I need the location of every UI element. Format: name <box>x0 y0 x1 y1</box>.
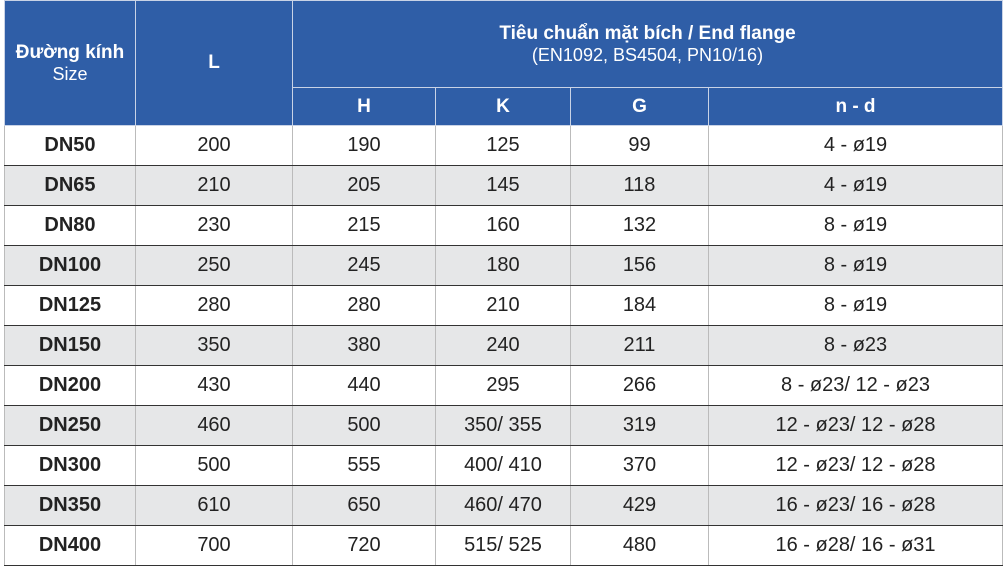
table-row: DN300 500 555 400/ 410 370 12 - ø23/ 12 - ø28 <box>4 445 1003 486</box>
value-cell: 400/ 410 <box>435 445 571 486</box>
value-cell: 319 <box>570 405 709 446</box>
value-cell: 4 - ø19 <box>708 165 1003 206</box>
value-cell: 460/ 470 <box>435 485 571 526</box>
size-header: Đường kính Size <box>4 0 136 126</box>
table-row: DN125 280 280 210 184 8 - ø19 <box>4 285 1003 326</box>
standard-title: Tiêu chuẩn mặt bích / End flange <box>499 22 796 44</box>
value-cell: 500 <box>292 405 436 446</box>
value-cell: 118 <box>570 165 709 206</box>
value-cell: 700 <box>135 525 293 566</box>
size-cell: DN125 <box>4 285 136 326</box>
table-row: DN400 700 720 515/ 525 480 16 - ø28/ 16 - ø31 <box>4 525 1003 566</box>
value-cell: 16 - ø23/ 16 - ø28 <box>708 485 1003 526</box>
column-header: n - d <box>708 87 1003 126</box>
value-cell: 250 <box>135 245 293 286</box>
value-cell: 295 <box>435 365 571 406</box>
value-cell: 370 <box>570 445 709 486</box>
value-cell: 610 <box>135 485 293 526</box>
value-cell: 8 - ø23/ 12 - ø23 <box>708 365 1003 406</box>
value-cell: 350 <box>135 325 293 366</box>
value-cell: 280 <box>135 285 293 326</box>
table-row: DN150 350 380 240 211 8 - ø23 <box>4 325 1003 366</box>
table-row: DN100 250 245 180 156 8 - ø19 <box>4 245 1003 286</box>
value-cell: 429 <box>570 485 709 526</box>
size-cell: DN65 <box>4 165 136 206</box>
value-cell: 460 <box>135 405 293 446</box>
value-cell: 4 - ø19 <box>708 125 1003 166</box>
value-cell: 380 <box>292 325 436 366</box>
value-cell: 500 <box>135 445 293 486</box>
value-cell: 8 - ø19 <box>708 245 1003 286</box>
value-cell: 160 <box>435 205 571 246</box>
value-cell: 266 <box>570 365 709 406</box>
value-cell: 245 <box>292 245 436 286</box>
table-row: DN350 610 650 460/ 470 429 16 - ø23/ 16 - ø28 <box>4 485 1003 526</box>
value-cell: 430 <box>135 365 293 406</box>
value-cell: 190 <box>292 125 436 166</box>
value-cell: 156 <box>570 245 709 286</box>
value-cell: 125 <box>435 125 571 166</box>
value-cell: 650 <box>292 485 436 526</box>
value-cell: 200 <box>135 125 293 166</box>
column-header: K <box>435 87 571 126</box>
value-cell: 180 <box>435 245 571 286</box>
value-cell: 16 - ø28/ 16 - ø31 <box>708 525 1003 566</box>
value-cell: 350/ 355 <box>435 405 571 446</box>
value-cell: 8 - ø19 <box>708 205 1003 246</box>
column-header: H <box>292 87 436 126</box>
value-cell: 211 <box>570 325 709 366</box>
value-cell: 240 <box>435 325 571 366</box>
size-cell: DN300 <box>4 445 136 486</box>
size-cell: DN400 <box>4 525 136 566</box>
value-cell: 12 - ø23/ 12 - ø28 <box>708 405 1003 446</box>
standard-sub: (EN1092, BS4504, PN10/16) <box>531 44 764 65</box>
value-cell: 205 <box>292 165 436 206</box>
value-cell: 230 <box>135 205 293 246</box>
value-cell: 99 <box>570 125 709 166</box>
value-cell: 132 <box>570 205 709 246</box>
value-cell: 515/ 525 <box>435 525 571 566</box>
table-row: DN200 430 440 295 266 8 - ø23/ 12 - ø23 <box>4 365 1003 406</box>
table-row: DN50 200 190 125 99 4 - ø19 <box>4 125 1003 166</box>
value-cell: 145 <box>435 165 571 206</box>
table-row: DN65 210 205 145 118 4 - ø19 <box>4 165 1003 206</box>
value-cell: 210 <box>435 285 571 326</box>
value-cell: 12 - ø23/ 12 - ø28 <box>708 445 1003 486</box>
value-cell: 440 <box>292 365 436 406</box>
size-cell: DN150 <box>4 325 136 366</box>
value-cell: 8 - ø19 <box>708 285 1003 326</box>
size-cell: DN350 <box>4 485 136 526</box>
flange-table: Đường kính Size L Tiêu chuẩn mặt bích / … <box>4 0 1003 566</box>
size-cell: DN100 <box>4 245 136 286</box>
column-header: G <box>570 87 709 126</box>
size-en: Size <box>52 63 88 84</box>
value-cell: 8 - ø23 <box>708 325 1003 366</box>
length-header: L <box>135 0 293 126</box>
size-cell: DN80 <box>4 205 136 246</box>
standard-header: Tiêu chuẩn mặt bích / End flange (EN1092… <box>292 0 1003 88</box>
value-cell: 720 <box>292 525 436 566</box>
value-cell: 210 <box>135 165 293 206</box>
size-cell: DN250 <box>4 405 136 446</box>
table-row: DN250 460 500 350/ 355 319 12 - ø23/ 12 - ø28 <box>4 405 1003 446</box>
value-cell: 215 <box>292 205 436 246</box>
value-cell: 480 <box>570 525 709 566</box>
table-body: DN50 200 190 125 99 4 - ø19 DN65 210 205 145 118 4 … <box>4 125 1003 566</box>
value-cell: 555 <box>292 445 436 486</box>
table-row: DN80 230 215 160 132 8 - ø19 <box>4 205 1003 246</box>
size-cell: DN50 <box>4 125 136 166</box>
size-cell: DN200 <box>4 365 136 406</box>
size-vi: Đường kính <box>15 41 125 63</box>
value-cell: 280 <box>292 285 436 326</box>
value-cell: 184 <box>570 285 709 326</box>
